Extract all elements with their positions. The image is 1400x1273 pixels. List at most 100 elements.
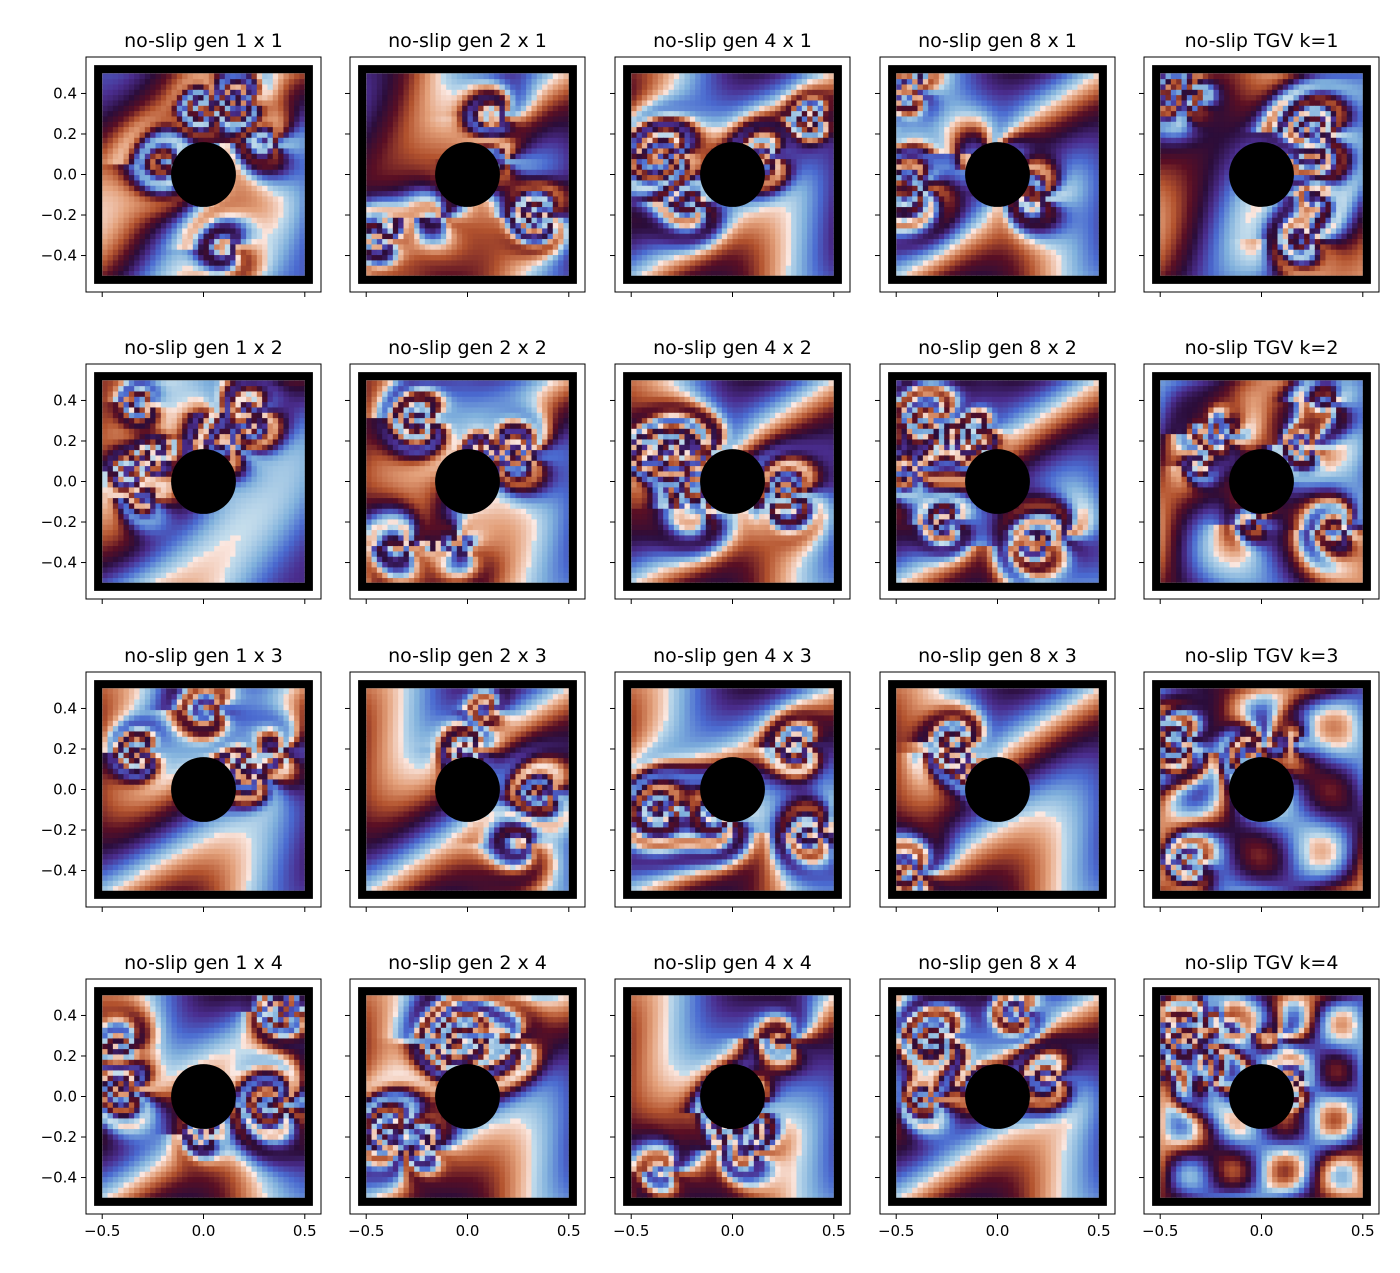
field-cell	[700, 270, 707, 276]
field-cell	[446, 201, 453, 208]
field-cell	[780, 195, 787, 202]
field-cell	[118, 233, 125, 240]
field-cell	[166, 259, 173, 266]
field-cell	[775, 185, 782, 192]
field-cell	[817, 115, 824, 122]
field-cell	[954, 211, 961, 218]
field-cell	[246, 270, 253, 276]
field-cell	[807, 131, 814, 138]
field-cell	[954, 110, 961, 117]
field-cell	[679, 147, 686, 154]
field-cell	[552, 126, 559, 133]
field-cell	[912, 249, 919, 256]
field-cell	[139, 169, 146, 176]
field-cell	[552, 206, 559, 213]
field-cell	[801, 211, 808, 218]
field-cell	[721, 137, 728, 144]
field-cell	[679, 201, 686, 208]
field-cell	[732, 217, 739, 224]
field-cell	[922, 153, 929, 160]
field-cell	[419, 169, 426, 176]
field-cell	[112, 227, 119, 234]
field-cell	[240, 259, 247, 266]
field-cell	[483, 265, 490, 272]
field-cell	[938, 78, 945, 85]
field-cell	[294, 131, 301, 138]
field-cell	[510, 142, 517, 149]
field-cell	[387, 115, 394, 122]
field-cell	[933, 73, 940, 80]
field-cell	[668, 265, 675, 272]
field-cell	[139, 94, 146, 101]
field-cell	[123, 78, 130, 85]
field-cell	[166, 142, 173, 149]
field-cell	[631, 163, 638, 170]
field-cell	[371, 115, 378, 122]
field-cell	[435, 259, 442, 266]
field-cell	[403, 110, 410, 117]
field-cell	[791, 211, 798, 218]
field-cell	[478, 105, 485, 112]
field-cell	[906, 238, 913, 245]
field-cell	[246, 89, 253, 96]
field-cell	[166, 233, 173, 240]
field-cell	[256, 163, 263, 170]
field-cell	[128, 115, 135, 122]
field-cell	[160, 78, 167, 85]
field-cell	[901, 105, 908, 112]
field-cell	[828, 121, 834, 128]
field-cell	[150, 169, 157, 176]
field-cell	[721, 99, 728, 106]
field-cell	[288, 206, 295, 213]
field-cell	[230, 217, 237, 224]
field-cell	[764, 185, 771, 192]
field-cell	[705, 217, 712, 224]
field-cell	[960, 222, 967, 229]
field-cell	[246, 105, 253, 112]
field-cell	[647, 259, 654, 266]
field-cell	[547, 222, 554, 229]
field-cell	[743, 233, 750, 240]
field-cell	[906, 105, 913, 112]
field-cell	[128, 142, 135, 149]
field-cell	[949, 243, 956, 250]
field-cell	[775, 190, 782, 197]
field-cell	[515, 169, 522, 176]
field-cell	[759, 201, 766, 208]
field-cell	[785, 105, 792, 112]
field-cell	[636, 78, 643, 85]
field-cell	[478, 73, 485, 80]
field-cell	[366, 195, 373, 202]
field-cell	[376, 265, 383, 272]
field-cell	[299, 83, 305, 90]
field-cell	[737, 83, 744, 90]
field-cell	[636, 89, 643, 96]
field-cell	[446, 110, 453, 117]
field-cell	[510, 153, 517, 160]
field-cell	[246, 233, 253, 240]
field-cell	[526, 222, 533, 229]
field-cell	[240, 115, 247, 122]
field-cell	[933, 270, 940, 276]
field-cell	[256, 105, 263, 112]
field-cell	[478, 78, 485, 85]
field-cell	[641, 185, 648, 192]
field-cell	[510, 131, 517, 138]
field-cell	[679, 222, 686, 229]
field-cell	[387, 233, 394, 240]
field-cell	[160, 259, 167, 266]
field-cell	[118, 137, 125, 144]
field-cell	[208, 115, 215, 122]
field-cell	[933, 201, 940, 208]
field-cell	[278, 126, 285, 133]
field-cell	[387, 270, 394, 276]
field-cell	[272, 121, 279, 128]
field-cell	[462, 83, 469, 90]
field-cell	[657, 254, 664, 261]
field-cell	[938, 195, 945, 202]
field-cell	[176, 201, 183, 208]
field-cell	[917, 78, 924, 85]
field-cell	[430, 110, 437, 117]
field-cell	[933, 94, 940, 101]
field-cell	[408, 222, 415, 229]
